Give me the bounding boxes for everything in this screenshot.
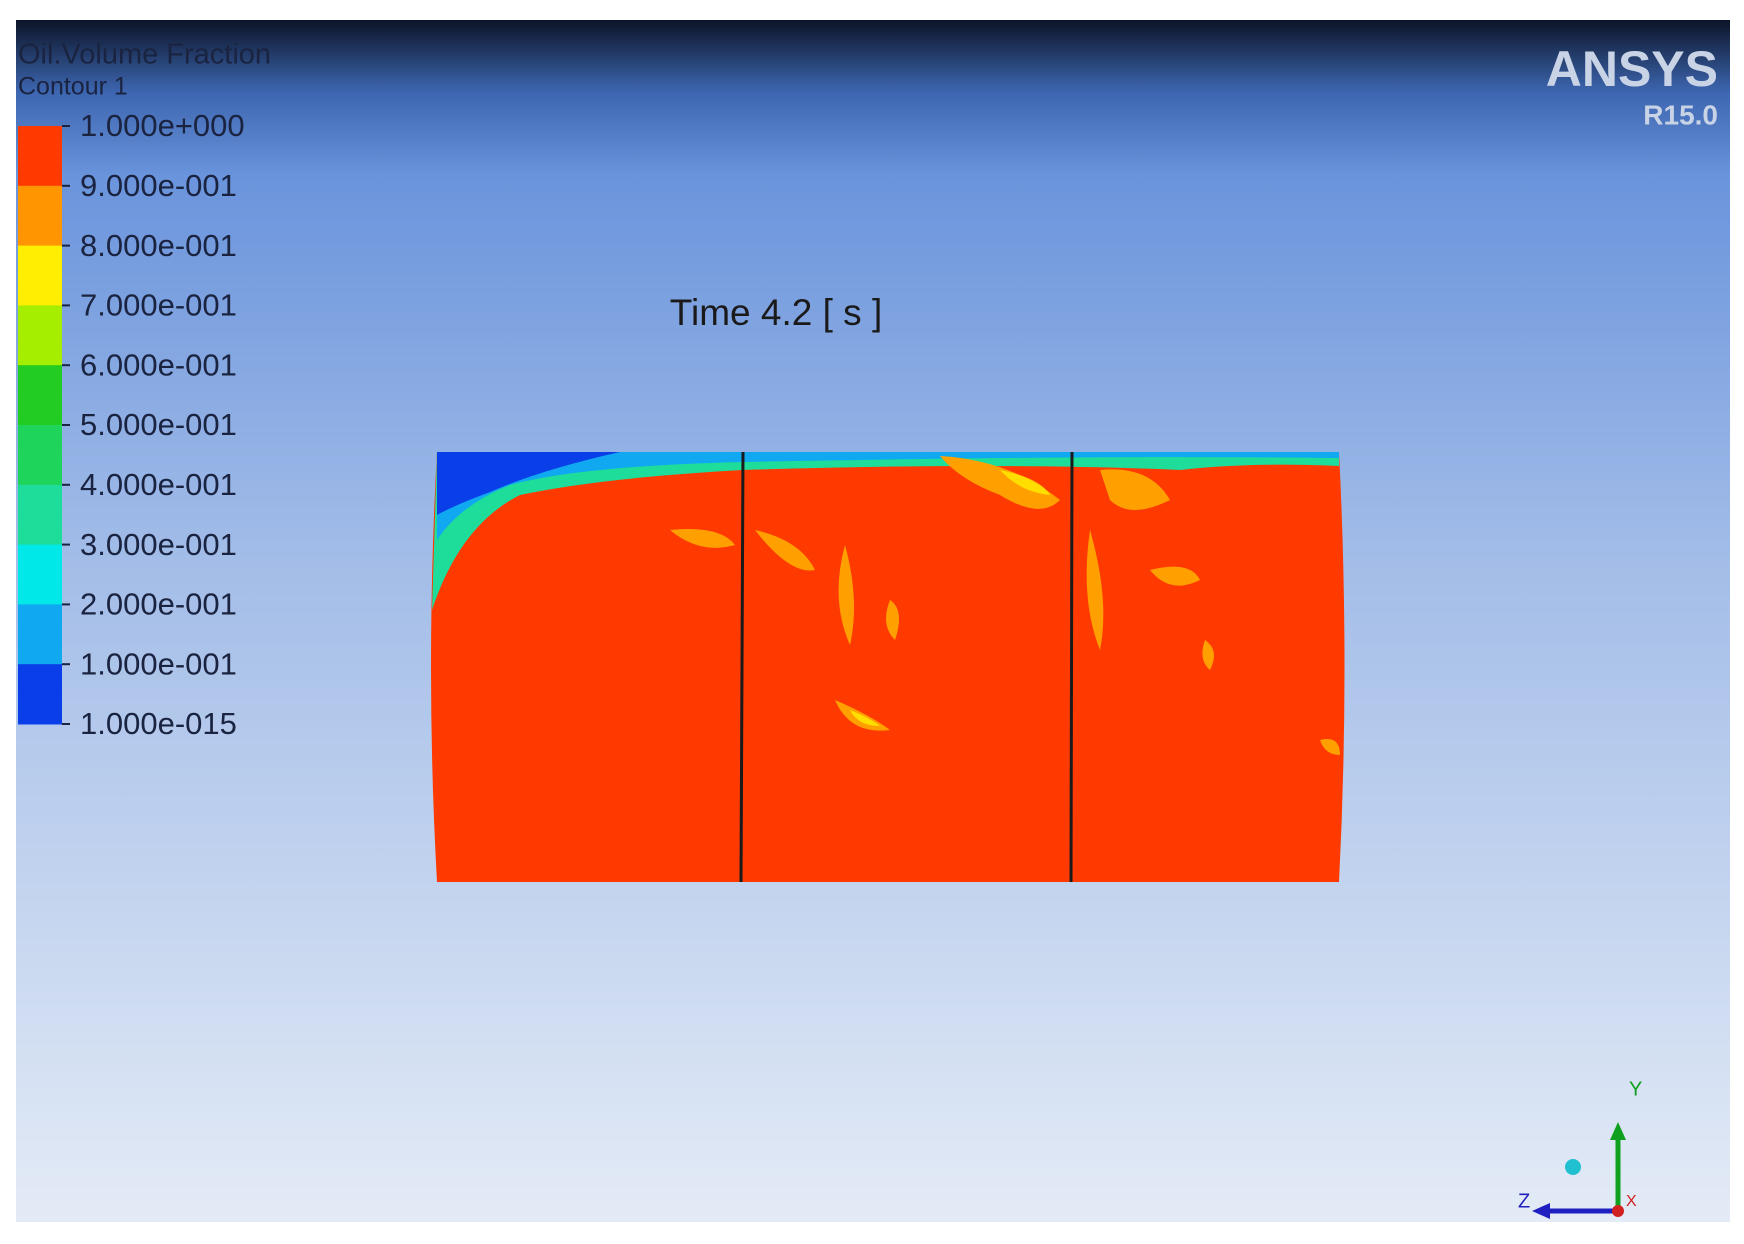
- legend-label: 5.000e-001: [80, 407, 237, 442]
- legend-label: 4.000e-001: [80, 467, 237, 502]
- legend-label: 7.000e-001: [80, 288, 237, 323]
- legend-swatch: [18, 544, 62, 605]
- air-region: [437, 452, 620, 515]
- legend-swatch: [18, 604, 62, 665]
- x-axis-dot: [1612, 1205, 1624, 1217]
- axes-triad: Y Z X: [1518, 1078, 1642, 1219]
- axis-label: Z: [1518, 1190, 1530, 1212]
- time-annotation: Time 4.2 [ s ]: [670, 292, 882, 333]
- legend-label: 8.000e-001: [80, 228, 237, 263]
- legend-swatch: [18, 126, 62, 187]
- legend-swatch: [18, 484, 62, 546]
- oil-streaks: [850, 470, 1050, 726]
- legend-title: Oil.Volume Fraction: [18, 39, 271, 71]
- legend-label: 1.000e+000: [80, 108, 245, 143]
- legend-label: 2.000e-001: [80, 587, 237, 622]
- logo: ANSYS: [1546, 41, 1718, 97]
- axis-label: X: [1626, 1193, 1637, 1210]
- legend-label: 3.000e-001: [80, 527, 237, 562]
- legend-label: 6.000e-001: [80, 347, 237, 382]
- tank-contour: [431, 451, 1345, 883]
- legend-swatch: [18, 664, 62, 725]
- tank-body: [431, 452, 1345, 882]
- legend-subtitle: Contour 1: [18, 73, 128, 101]
- logo-version: R15.0: [1643, 99, 1718, 130]
- y-axis-head: [1610, 1122, 1626, 1140]
- legend-label: 9.000e-001: [80, 168, 237, 203]
- axis-label: Y: [1629, 1078, 1642, 1100]
- legend-swatch: [18, 425, 62, 486]
- z-axis-head: [1532, 1203, 1550, 1219]
- interface-line: [739, 451, 745, 883]
- legend-swatch: [18, 365, 62, 426]
- legend-swatch: [18, 305, 62, 366]
- view-dot: [1565, 1159, 1581, 1175]
- interface-line: [1069, 451, 1074, 883]
- legend-swatch: [18, 245, 62, 306]
- legend-label: 1.000e-001: [80, 646, 237, 681]
- legend-swatch: [18, 185, 62, 247]
- oil-streaks: [670, 456, 1340, 755]
- legend-label: 1.000e-015: [80, 706, 237, 741]
